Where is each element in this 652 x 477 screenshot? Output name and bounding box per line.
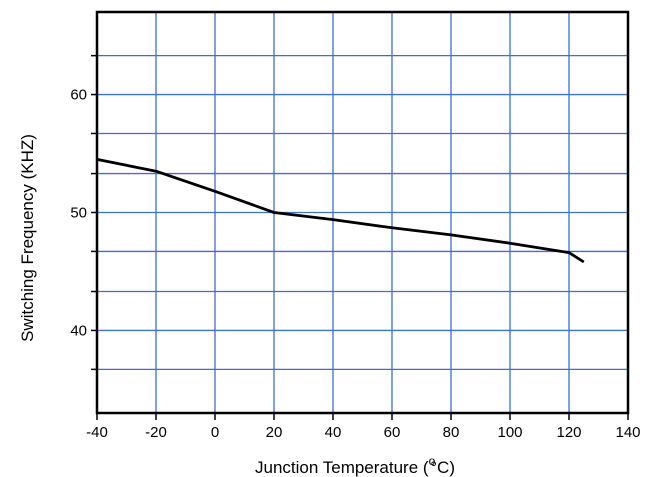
x-tick-label: 120 xyxy=(556,424,581,441)
tick-marks xyxy=(91,54,629,420)
tick-labels: -40 -20 0 20 40 60 80 100 120 140 40 50 60 xyxy=(70,87,640,441)
series-layer xyxy=(96,158,585,264)
series-line xyxy=(96,158,585,264)
x-tick-label: 80 xyxy=(443,424,460,441)
x-tick-label: 0 xyxy=(211,424,219,441)
x-axis-title-superscript: o xyxy=(429,454,436,468)
y-tick-label: 50 xyxy=(70,205,87,222)
x-tick-label: 40 xyxy=(325,424,342,441)
x-tick-label: 140 xyxy=(615,424,640,441)
x-axis-title-main: Junction Temperature ( xyxy=(255,458,429,477)
x-tick-label: 100 xyxy=(497,424,522,441)
x-tick-label: 60 xyxy=(384,424,401,441)
x-tick-label: 20 xyxy=(266,424,283,441)
x-tick-label: -20 xyxy=(145,424,167,441)
grid-lines xyxy=(97,12,628,413)
y-axis-title: Switching Frequency (KHZ) xyxy=(18,134,37,342)
y-tick-label: 60 xyxy=(70,87,87,104)
y-tick-label: 40 xyxy=(70,322,87,339)
x-axis-title: Junction Temperature (o°C) xyxy=(255,454,455,477)
x-axis-title-unit: °C) xyxy=(430,458,455,477)
x-tick-label: -40 xyxy=(86,424,108,441)
